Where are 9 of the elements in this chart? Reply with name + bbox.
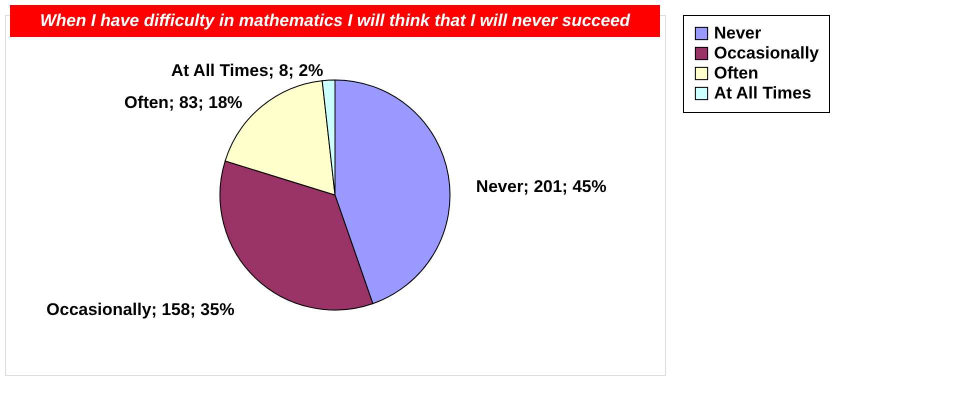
- legend-label: At All Times: [714, 84, 812, 102]
- data-label: Never; 201; 45%: [476, 176, 606, 196]
- data-label: Occasionally; 158; 35%: [46, 300, 234, 319]
- legend-label: Often: [714, 64, 758, 82]
- chart-title: When I have difficulty in mathematics I will think that I will never succeed: [40, 11, 631, 30]
- data-label: Often; 83; 18%: [124, 92, 242, 112]
- legend-label: Never: [714, 24, 762, 42]
- data-label: At All Times; 8; 2%: [171, 61, 324, 80]
- legend-label: Occasionally: [714, 44, 820, 62]
